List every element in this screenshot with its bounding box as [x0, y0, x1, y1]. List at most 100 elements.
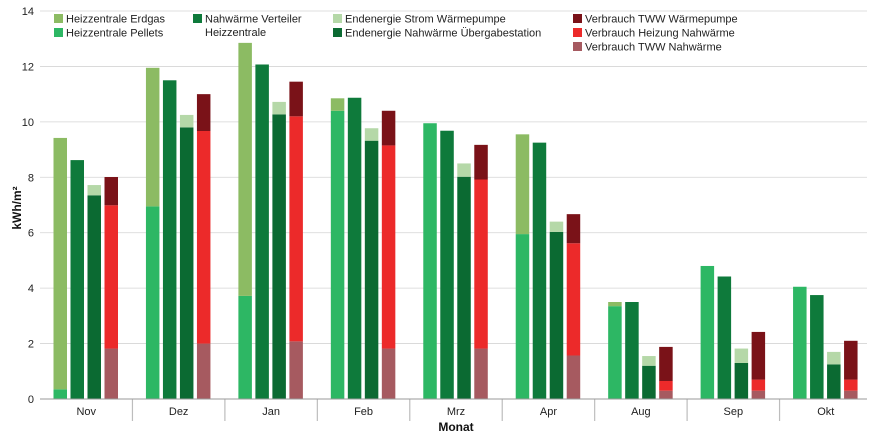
legend-label: Heizzentrale Pellets — [66, 28, 164, 40]
bar-segment — [566, 243, 581, 356]
x-tick-label: Apr — [540, 406, 557, 418]
bar-segment — [364, 128, 379, 141]
legend-item: Verbrauch TWW Nahwärme — [573, 42, 722, 54]
legend-swatch — [573, 28, 582, 37]
y-tick-label: 10 — [22, 117, 34, 129]
bar-segment — [844, 379, 858, 391]
bar-segment — [515, 134, 530, 235]
bar-segment — [70, 160, 84, 399]
bar-segment — [381, 348, 396, 399]
bar-segment — [104, 205, 118, 349]
x-axis: Nov Dez Jan Feb Mrz Apr Aug Sep Okt — [40, 398, 867, 421]
x-tick-label: Mrz — [447, 406, 465, 418]
legend-label: Heizzentrale Erdgas — [66, 14, 166, 26]
y-tick-label: 12 — [22, 61, 34, 73]
y-tick-label: 2 — [28, 339, 34, 351]
bar-segment — [457, 176, 471, 399]
legend-label: Nahwärme Verteiler — [205, 14, 302, 26]
legend-swatch — [573, 14, 582, 23]
y-tick-label: 8 — [28, 172, 34, 184]
bar-segment — [53, 137, 67, 390]
legend-item: Verbrauch Heizung Nahwärme — [573, 28, 735, 40]
bar-segment — [87, 185, 101, 196]
legend-swatch — [333, 28, 342, 37]
x-axis-title: Monat — [438, 420, 473, 434]
bar-segment — [566, 355, 581, 399]
bar-segment — [255, 64, 269, 400]
bar-segment — [751, 379, 766, 391]
bar-segment — [608, 302, 622, 307]
bar-segment — [608, 306, 622, 399]
y-axis-title: kWh/m² — [10, 186, 24, 229]
bar-segment — [196, 131, 211, 344]
bar-segment — [659, 380, 673, 391]
legend-swatch — [333, 14, 342, 23]
bar-segment — [179, 114, 194, 128]
bar-segment — [549, 231, 564, 399]
bar-segment — [423, 123, 437, 400]
bar-segment — [381, 110, 396, 146]
bar-segment — [87, 195, 101, 399]
legend-item: Verbrauch TWW Wärmepumpe — [573, 14, 738, 26]
y-tick-label: 4 — [28, 283, 34, 295]
y-tick-label: 0 — [28, 394, 34, 406]
legend-item: Heizzentrale Erdgas — [54, 14, 166, 26]
legend: Heizzentrale Erdgas Heizzentrale Pellets N… — [54, 14, 738, 54]
legend-item: Endenergie Strom Wärmepumpe — [333, 14, 506, 26]
x-tick-label: Dez — [169, 406, 189, 418]
legend-label: Endenergie Nahwärme Übergabestation — [345, 28, 541, 40]
bar-segment — [474, 144, 488, 180]
bar-segment — [364, 140, 379, 399]
bar-segment — [827, 351, 841, 365]
x-tick-label: Okt — [817, 406, 834, 418]
bar-segment — [515, 234, 530, 399]
legend-label: Verbrauch TWW Wärmepumpe — [585, 14, 738, 26]
legend-item: Heizzentrale Pellets — [54, 28, 164, 40]
bar-segment — [457, 163, 471, 177]
x-tick-label: Aug — [631, 406, 651, 418]
legend-item: Endenergie Nahwärme Übergabestation — [333, 28, 541, 40]
bar-segment — [289, 81, 303, 117]
legend-label: Verbrauch Heizung Nahwärme — [585, 28, 735, 40]
bar-segment — [238, 42, 252, 296]
bar-segment — [145, 67, 160, 207]
bar-segment — [549, 221, 564, 232]
legend-swatch — [54, 28, 63, 37]
bar-segment — [474, 348, 488, 399]
bar-segment — [104, 177, 118, 206]
x-tick-label: Feb — [354, 406, 373, 418]
bar-segment — [642, 356, 656, 366]
legend-label: Verbrauch TWW Nahwärme — [585, 42, 722, 54]
bar-segment — [734, 348, 749, 363]
y-tick-labels: 0 2 4 6 8 10 12 14 — [22, 6, 34, 406]
bar-segment — [381, 145, 396, 349]
legend-swatch — [573, 42, 582, 51]
bar-segment — [440, 130, 454, 400]
legend-swatch — [193, 14, 202, 23]
bars — [53, 42, 858, 400]
bar-segment — [751, 390, 766, 399]
bar-segment — [104, 348, 118, 399]
bar-segment — [474, 179, 488, 349]
bar-segment — [53, 389, 67, 399]
bar-segment — [179, 127, 194, 400]
bar-segment — [566, 214, 581, 244]
legend-label: Endenergie Strom Wärmepumpe — [345, 14, 506, 26]
bar-segment — [659, 346, 673, 381]
x-tick-label: Nov — [76, 406, 96, 418]
bar-segment — [793, 286, 807, 399]
bar-segment — [238, 295, 252, 399]
bar-segment — [145, 206, 160, 399]
y-tick-label: 6 — [28, 228, 34, 240]
bar-segment — [700, 265, 715, 399]
bar-segment — [347, 97, 362, 399]
bar-segment — [272, 101, 286, 115]
bar-segment — [844, 390, 858, 399]
bar-segment — [532, 142, 547, 399]
x-tick-label: Jan — [262, 406, 280, 418]
bar-segment — [844, 340, 858, 380]
bar-segment — [734, 362, 749, 399]
y-tick-label: 14 — [22, 6, 34, 18]
